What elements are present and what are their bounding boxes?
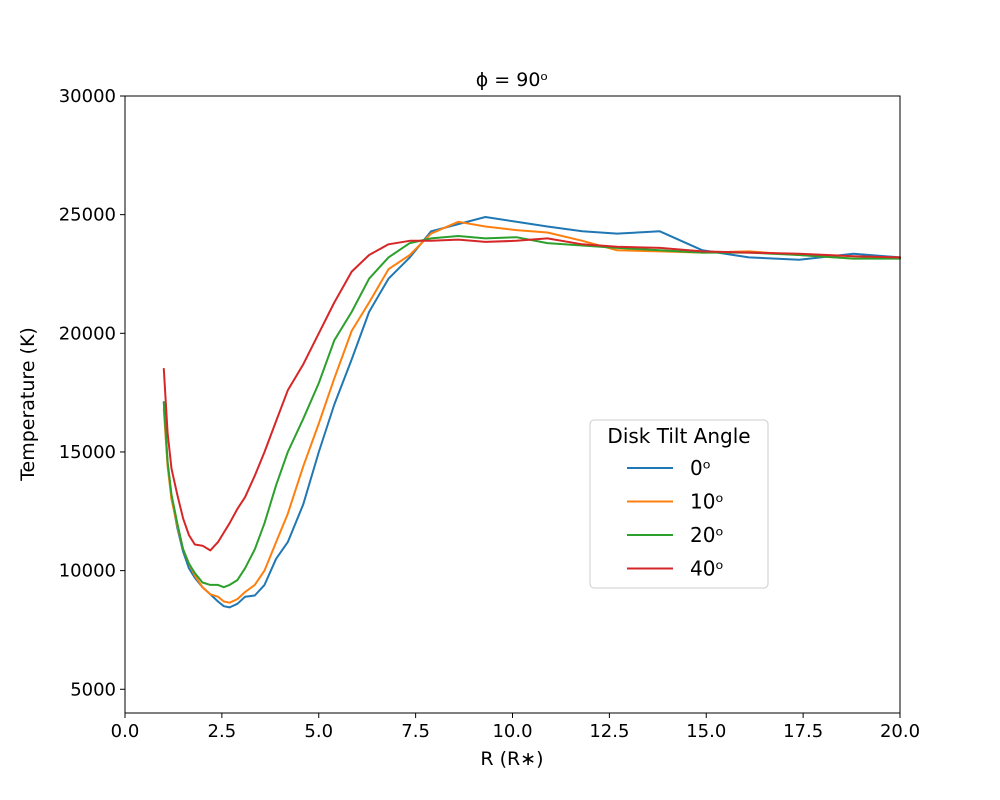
y-tick-label: 15000 bbox=[59, 442, 116, 463]
x-tick-label: 17.5 bbox=[783, 721, 823, 742]
y-axis-ticks: 5000 10000 15000 20000 25000 30000 bbox=[59, 86, 125, 700]
series-line-10 bbox=[162, 220, 901, 604]
series-line-20 bbox=[162, 235, 901, 589]
y-axis-label: Temperature (K) bbox=[17, 327, 39, 482]
legend: Disk Tilt Angle 0ᵒ 10ᵒ 20ᵒ 40ᵒ bbox=[589, 419, 769, 589]
y-tick-label: 10000 bbox=[59, 561, 116, 582]
legend-label-40: 40ᵒ bbox=[690, 557, 724, 581]
chart-title: ϕ = 90ᵒ bbox=[476, 69, 549, 91]
series-line-0 bbox=[162, 216, 901, 609]
legend-box bbox=[589, 419, 769, 589]
y-tick-label: 25000 bbox=[59, 205, 116, 226]
legend-title: Disk Tilt Angle bbox=[607, 424, 750, 448]
y-tick-label: 20000 bbox=[59, 323, 116, 344]
x-tick-label: 2.5 bbox=[208, 721, 237, 742]
x-axis-label: R (R∗) bbox=[480, 748, 543, 770]
x-axis-ticks: 0.0 2.5 5.0 7.5 10.0 12.5 15.0 17.5 20.0 bbox=[111, 713, 920, 742]
x-tick-label: 10.0 bbox=[492, 721, 532, 742]
x-tick-label: 12.5 bbox=[589, 721, 629, 742]
y-tick-label: 5000 bbox=[70, 679, 116, 700]
x-tick-label: 7.5 bbox=[401, 721, 430, 742]
x-tick-label: 20.0 bbox=[880, 721, 920, 742]
y-tick-label: 30000 bbox=[59, 86, 116, 107]
legend-label-10: 10ᵒ bbox=[690, 490, 724, 514]
legend-label-0: 0ᵒ bbox=[690, 456, 711, 480]
x-tick-label: 0.0 bbox=[111, 721, 140, 742]
legend-label-20: 20ᵒ bbox=[690, 523, 724, 547]
legend-items: 0ᵒ 10ᵒ 20ᵒ 40ᵒ bbox=[627, 456, 724, 581]
series-line-40 bbox=[162, 237, 901, 552]
x-tick-label: 5.0 bbox=[304, 721, 333, 742]
series-layer bbox=[162, 216, 901, 609]
x-tick-label: 15.0 bbox=[686, 721, 726, 742]
